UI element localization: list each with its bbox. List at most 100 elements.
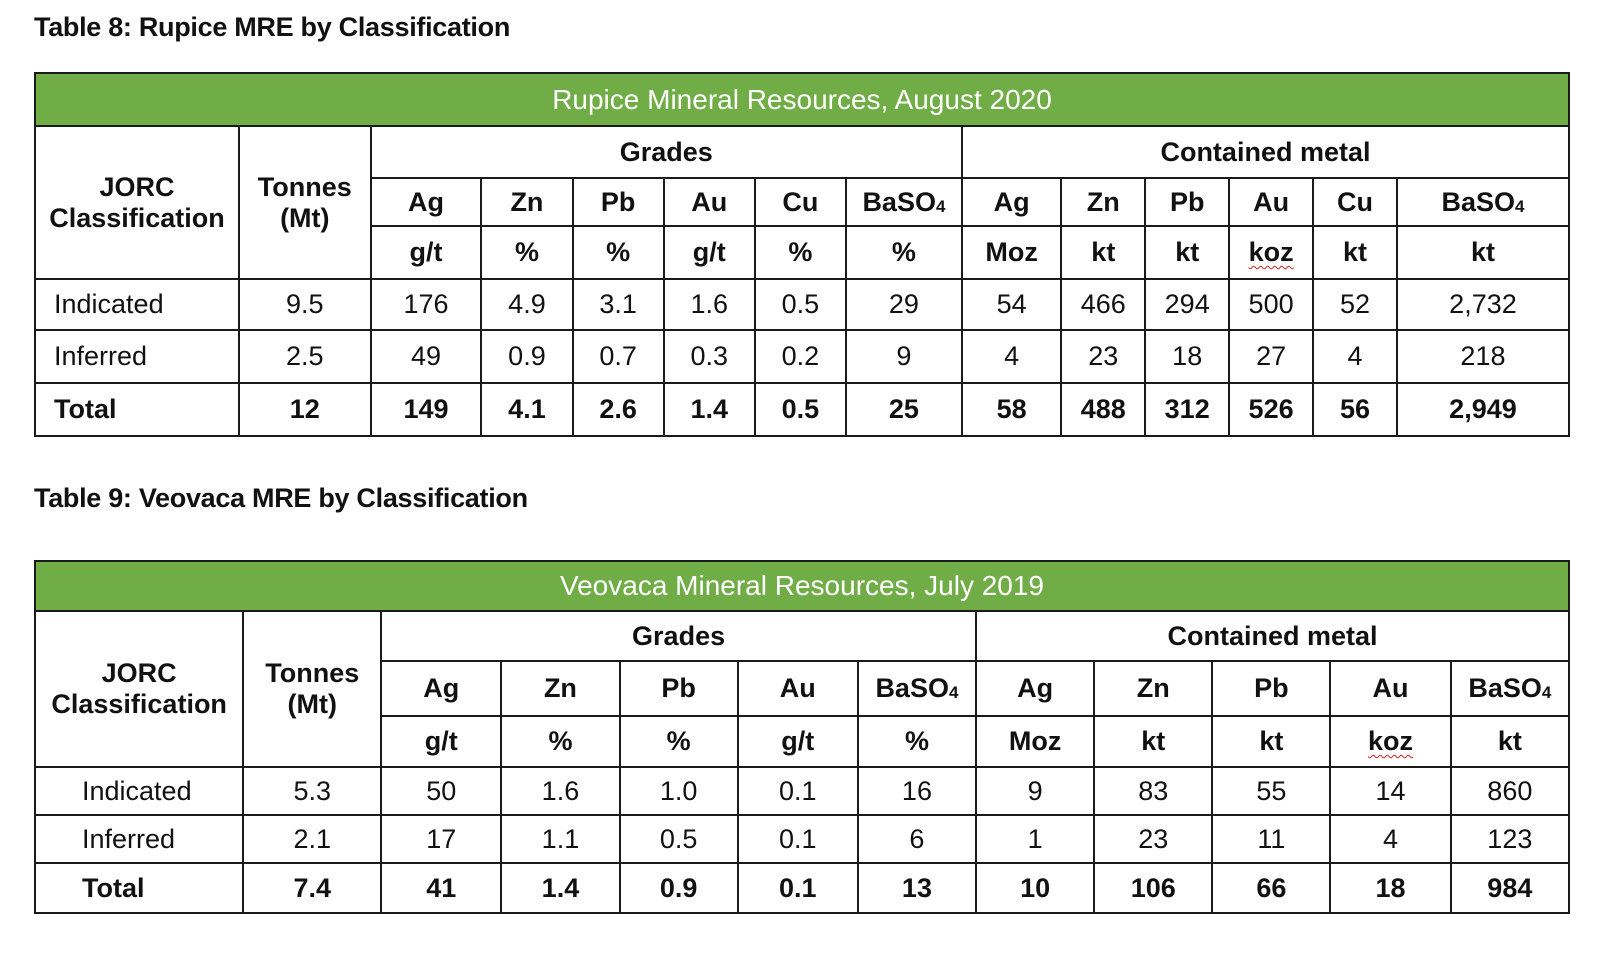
contained-metal-header: Contained metal: [975, 610, 1570, 662]
metal-cell: 860: [1449, 766, 1571, 816]
grade-unit: %: [571, 225, 665, 280]
table-banner: Veovaca Mineral Resources, July 2019: [34, 560, 1570, 612]
metal-cell: 14: [1329, 766, 1452, 816]
metal-cell: 27: [1228, 329, 1315, 384]
header-line: Classification: [49, 202, 225, 233]
veovaca-mre-table: Veovaca Mineral Resources, July 2019 JOR…: [33, 560, 1571, 914]
metal-cell: 500: [1228, 278, 1315, 331]
metal-symbol: Cu: [1312, 177, 1398, 227]
metal-symbol: Ag: [975, 660, 1096, 717]
metal-cell: 55: [1211, 766, 1332, 816]
table-9-caption: Table 9: Veovaca MRE by Classification: [34, 483, 528, 513]
symbol-text: BaSO: [1441, 186, 1515, 217]
grade-unit: %: [500, 715, 621, 768]
metal-cell: 4: [1329, 814, 1452, 864]
metal-symbol: Zn: [1093, 660, 1214, 717]
grade-cell: 1.4: [662, 382, 756, 437]
metal-symbol-baso4: BaSO4: [1395, 177, 1571, 227]
grade-unit: g/t: [369, 225, 483, 280]
metal-unit: koz: [1329, 715, 1452, 768]
grade-cell: 16: [856, 766, 978, 816]
grade-unit: %: [753, 225, 847, 280]
metal-unit: kt: [1093, 715, 1214, 768]
grade-cell: 0.3: [662, 329, 756, 384]
row-label: Indicated: [33, 278, 241, 331]
header-line: JORC: [101, 658, 177, 688]
grade-cell: 149: [369, 382, 483, 437]
grade-unit: %: [480, 225, 574, 280]
grade-unit: g/t: [662, 225, 756, 280]
grade-cell: 1.4: [500, 862, 621, 914]
grade-cell: 176: [369, 278, 483, 331]
grade-cell: 29: [844, 278, 963, 331]
metal-cell: 11: [1211, 814, 1332, 864]
tonnes-cell: 12: [238, 382, 372, 437]
grade-cell: 41: [380, 862, 503, 914]
metal-symbol: Au: [1329, 660, 1452, 717]
metal-cell: 312: [1144, 382, 1231, 437]
row-label: Total: [33, 382, 241, 437]
grade-cell: 9: [844, 329, 963, 384]
grades-header: Grades: [369, 125, 963, 179]
grade-cell: 1.6: [662, 278, 756, 331]
grade-cell: 0.5: [618, 814, 739, 864]
row-label: Inferred: [33, 329, 241, 384]
symbol-text: BaSO: [862, 186, 936, 217]
metal-cell: 23: [1093, 814, 1214, 864]
grade-unit: g/t: [736, 715, 859, 768]
row-label: Total: [33, 862, 245, 914]
metal-cell: 218: [1395, 329, 1571, 384]
unit-text: koz: [1368, 726, 1414, 756]
header-line: Classification: [51, 689, 227, 719]
grade-unit: %: [856, 715, 978, 768]
metal-cell: 1: [975, 814, 1096, 864]
metal-unit: koz: [1228, 225, 1315, 280]
metal-cell: 66: [1211, 862, 1332, 914]
header-line: Tonnes: [257, 171, 352, 202]
metal-unit: kt: [1395, 225, 1571, 280]
grade-symbol: Pb: [618, 660, 739, 717]
metal-symbol: Pb: [1211, 660, 1332, 717]
metal-unit: Moz: [975, 715, 1096, 768]
table-row: Indicated 9.5 176 4.9 3.1 1.6 0.5 29 54 …: [33, 278, 1571, 331]
unit-text: koz: [1248, 237, 1294, 267]
metal-cell: 2,732: [1395, 278, 1571, 331]
header-line: Tonnes: [265, 658, 360, 688]
grade-unit: %: [844, 225, 963, 280]
tonnes-cell: 7.4: [242, 862, 383, 914]
table-8-caption: Table 8: Rupice MRE by Classification: [34, 12, 511, 42]
metal-unit: kt: [1144, 225, 1231, 280]
metal-cell: 526: [1228, 382, 1315, 437]
metal-symbol: Zn: [1060, 177, 1147, 227]
metal-unit: kt: [1312, 225, 1398, 280]
jorc-classification-header: JORC Classification: [33, 610, 245, 768]
grade-cell: 4.9: [480, 278, 574, 331]
table-banner: Rupice Mineral Resources, August 2020: [34, 72, 1570, 127]
grade-cell: 1.6: [500, 766, 621, 816]
grades-header: Grades: [380, 610, 978, 662]
symbol-text: BaSO: [875, 673, 949, 703]
metal-cell: 466: [1060, 278, 1147, 331]
metal-unit: kt: [1211, 715, 1332, 768]
metal-cell: 984: [1449, 862, 1571, 914]
tonnes-cell: 2.5: [238, 329, 372, 384]
metal-cell: 294: [1144, 278, 1231, 331]
grade-cell: 3.1: [571, 278, 665, 331]
subscript: 4: [935, 196, 946, 216]
tonnes-cell: 2.1: [242, 814, 383, 864]
rupice-mre-table: Rupice Mineral Resources, August 2020 JO…: [33, 72, 1571, 437]
grade-cell: 0.9: [480, 329, 574, 384]
grade-symbol: Zn: [480, 177, 574, 227]
symbol-text: BaSO: [1468, 673, 1542, 703]
metal-cell: 18: [1144, 329, 1231, 384]
subscript: 4: [1514, 196, 1525, 216]
grade-cell: 0.2: [753, 329, 847, 384]
metal-cell: 23: [1060, 329, 1147, 384]
grade-symbol: Cu: [753, 177, 847, 227]
grade-cell: 13: [856, 862, 978, 914]
jorc-classification-header: JORC Classification: [33, 125, 241, 280]
metal-cell: 83: [1093, 766, 1214, 816]
table-row: Inferred 2.1 17 1.1 0.5 0.1 6 1 23 11 4 …: [33, 814, 1571, 864]
tonnes-header: Tonnes (Mt): [238, 125, 372, 280]
tonnes-cell: 5.3: [242, 766, 383, 816]
